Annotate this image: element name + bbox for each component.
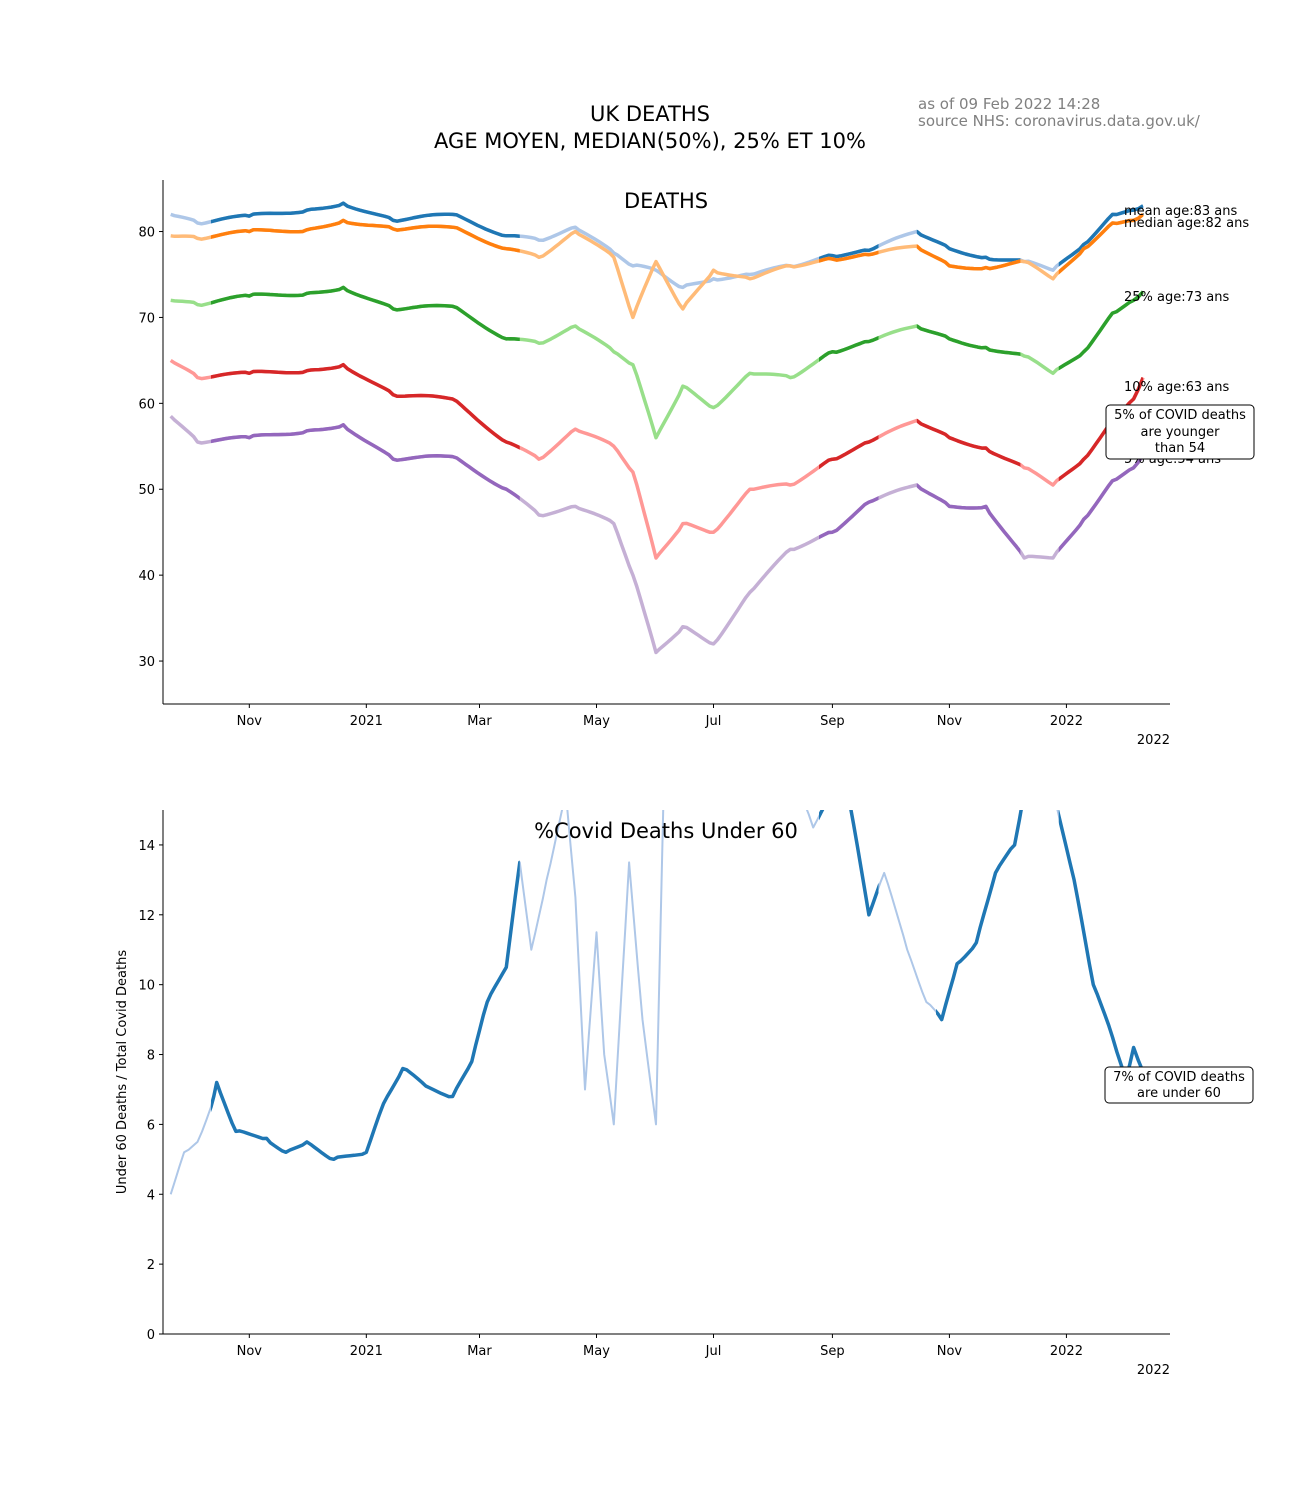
series-line-under60: [210, 860, 520, 1162]
x-tick-label: 2022: [1050, 1344, 1083, 1359]
series-line-q10: [818, 435, 879, 470]
y-tick-label: 40: [138, 569, 155, 584]
under60-annotation: 7% of COVID deaths are under 60: [1104, 1066, 1254, 1104]
x-tick-label: 2022: [1050, 714, 1083, 729]
y-tick-label: 70: [138, 311, 155, 326]
annotation-line-2: are younger: [1141, 425, 1221, 440]
x-tick-label: Jul: [705, 1344, 722, 1359]
y-tick-label: 10: [138, 979, 155, 994]
figure-title-line-1: UK DEATHS: [590, 102, 710, 126]
series-line-q05-light: [169, 414, 1145, 655]
under60-series-lines: [169, 810, 1145, 1195]
source-text: source NHS: coronavirus.data.gov.uk/: [918, 112, 1200, 130]
y-tick-label: 30: [138, 655, 155, 670]
x-tick-label: Nov: [937, 714, 963, 729]
series-line-q05: [818, 496, 879, 540]
deaths-series-lines: [169, 201, 1145, 655]
under60-x-offset-label: 2022: [1137, 1363, 1170, 1378]
series-label-q25: 25% age:73 ans: [1124, 290, 1230, 305]
series-line-q05: [1058, 453, 1144, 553]
series-line-q10: [1058, 376, 1144, 482]
series-line-under60-light: [169, 810, 1145, 1195]
x-tick-label: May: [583, 714, 610, 729]
x-tick-label: Mar: [467, 1344, 492, 1359]
y-tick-label: 80: [138, 226, 155, 241]
y-tick-label: 6: [147, 1118, 155, 1133]
figure-title: UK DEATHS AGE MOYEN, MEDIAN(50%), 25% ET…: [350, 101, 950, 155]
series-line-median: [210, 218, 520, 253]
y-tick-label: 60: [138, 397, 155, 412]
series-line-under60: [818, 810, 879, 917]
x-tick-label: Mar: [467, 714, 492, 729]
y-tick-label: 2: [147, 1258, 155, 1273]
series-label-mean: mean age:83 ans: [1124, 204, 1237, 219]
series-line-q10-light: [169, 358, 1145, 560]
under60-y-axis-ticks: 0 2 4 6 8 10 12 14: [138, 839, 163, 1343]
deaths-x-axis-ticks: Nov 2021 Mar May Jul Sep Nov 2022: [237, 704, 1083, 729]
series-line-under60: [935, 810, 1023, 1022]
under60-share-chart: %Covid Deaths Under 60 0 2 4 6 8 10 12 14 Nov 20…: [115, 810, 1254, 1378]
series-line-mean: [818, 244, 879, 261]
under60-x-axis-ticks: Nov 2021 Mar May Jul Sep Nov 2022: [237, 1334, 1083, 1359]
series-line-q25-light: [170, 285, 1145, 440]
y-tick-label: 4: [147, 1188, 155, 1203]
annotation-line-1: 7% of COVID deaths: [1113, 1070, 1245, 1085]
annotation-line-1: 5% of COVID deaths: [1114, 408, 1246, 423]
series-line-q05: [916, 483, 1021, 556]
under60-y-axis-label: Under 60 Deaths / Total Covid Deaths: [115, 950, 130, 1194]
series-line-mean-light: [170, 201, 1145, 290]
x-tick-label: Jul: [705, 714, 722, 729]
deaths-chart-title: DEATHS: [624, 189, 708, 213]
x-tick-label: Nov: [937, 1344, 963, 1359]
series-line-q25: [210, 285, 520, 342]
deaths-x-offset-label: 2022: [1137, 733, 1170, 748]
timestamp-text: as of 09 Feb 2022 14:28: [918, 95, 1101, 113]
figure-title-line-2: AGE MOYEN, MEDIAN(50%), 25% ET 10%: [434, 129, 866, 153]
x-tick-label: Sep: [820, 1344, 845, 1359]
series-line-under60: [1058, 810, 1144, 1081]
x-tick-label: Nov: [237, 1344, 263, 1359]
youngest-5pct-annotation: 5% of COVID deaths are younger than 54: [1105, 404, 1255, 460]
x-tick-label: Sep: [820, 714, 845, 729]
series-line-mean: [916, 229, 1021, 262]
source-stamp: as of 09 Feb 2022 14:28 source NHS: coro…: [918, 96, 1200, 130]
annotation-line-2: are under 60: [1137, 1086, 1221, 1101]
series-line-q10: [210, 362, 520, 450]
x-tick-label: Nov: [237, 714, 263, 729]
series-line-q10: [916, 418, 1021, 467]
x-tick-label: May: [583, 1344, 610, 1359]
x-tick-label: 2021: [350, 714, 383, 729]
x-tick-label: 2021: [350, 1344, 383, 1359]
series-line-q05: [210, 423, 520, 501]
y-tick-label: 12: [138, 909, 155, 924]
y-tick-label: 50: [138, 483, 155, 498]
series-line-mean: [210, 201, 520, 238]
under60-chart-title: %Covid Deaths Under 60: [534, 819, 798, 843]
y-tick-label: 8: [147, 1049, 155, 1064]
y-tick-label: 14: [138, 839, 155, 854]
annotation-line-3: than 54: [1155, 441, 1205, 456]
series-label-q10: 10% age:63 ans: [1124, 380, 1230, 395]
series-line-median: [916, 244, 1021, 271]
deaths-y-axis-ticks: 30 40 50 60 70 80: [138, 226, 163, 670]
series-line-q25: [1058, 290, 1144, 371]
y-tick-label: 0: [147, 1328, 155, 1343]
series-line-q25: [818, 335, 879, 362]
series-line-mean: [1058, 204, 1144, 267]
series-line-q25: [916, 324, 1021, 357]
series-label-median: median age:82 ans: [1124, 216, 1249, 231]
